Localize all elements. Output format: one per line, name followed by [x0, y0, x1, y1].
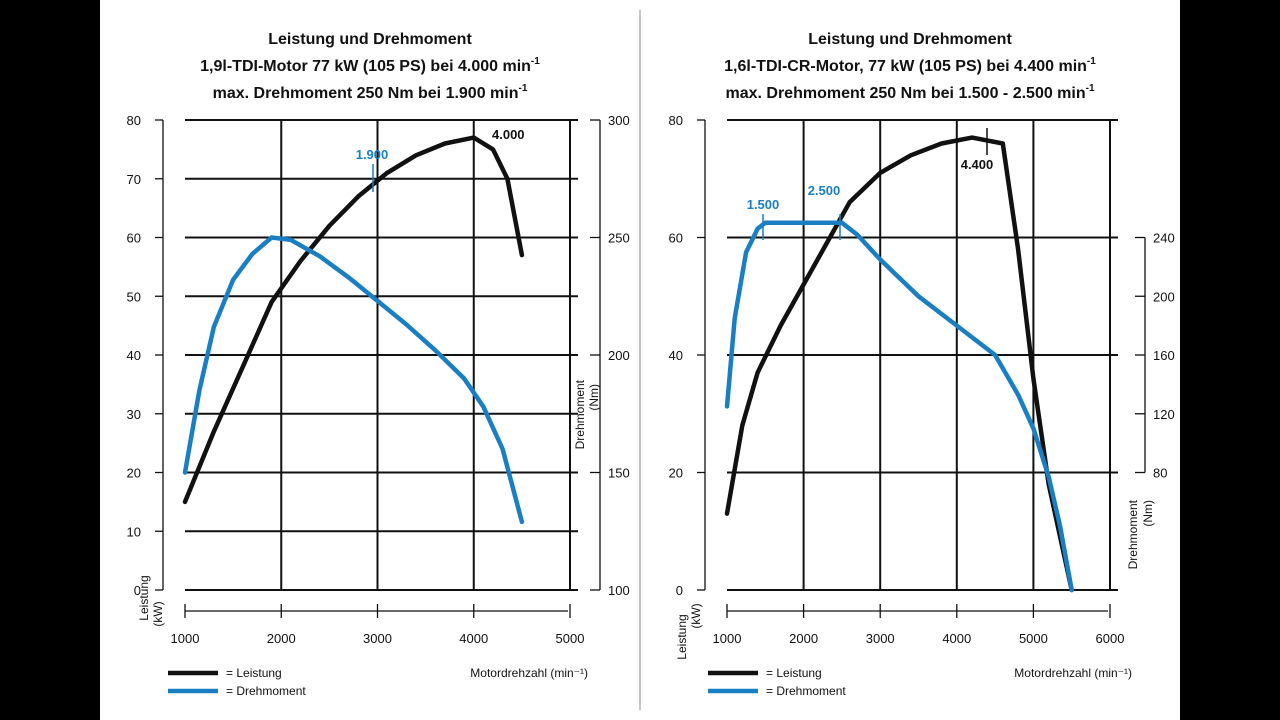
- chart-right-y-left-label-2: (kW): [689, 603, 703, 628]
- chart-right-torque-line: [724, 220, 1074, 593]
- chart-right-y-right-tick-label: 240: [1153, 231, 1175, 246]
- chart-left: Leistung und Drehmoment 1,9l-TDI-Motor 7…: [127, 31, 630, 698]
- chart-left-x-tick-label: 1000: [171, 631, 200, 646]
- chart-left-x-tick-label: 3000: [363, 631, 392, 646]
- chart-left-y-right-tick-label: 150: [608, 466, 630, 481]
- chart-right-y-right-tick-label: 80: [1153, 466, 1167, 481]
- chart-left-grid: [155, 119, 601, 618]
- chart-left-subtitle2: max. Drehmoment 250 Nm bei 1.900 min-1: [213, 83, 528, 102]
- chart-right-annotation-1500: 1.500: [747, 197, 780, 212]
- chart-left-y-left-tick-label: 10: [127, 524, 141, 539]
- chart-right-y-right-label-2: (Nm): [1141, 500, 1155, 527]
- chart-right-title: Leistung und Drehmoment: [808, 31, 1012, 48]
- chart-left-x-label: Motordrehzahl (min⁻¹): [470, 666, 588, 680]
- chart-left-x-tick-labels: 1000 2000 3000 4000 5000: [171, 631, 585, 646]
- chart-left-y-left-tick-label: 80: [127, 113, 141, 128]
- chart-left-y-right-tick-label: 200: [608, 348, 630, 363]
- chart-left-annotation-1900: 1.900: [356, 147, 389, 162]
- chart-right-legend-power-label: = Leistung: [766, 666, 822, 680]
- chart-left-y-left-tick-label: 20: [127, 466, 141, 481]
- chart-right-y-left-label-1: Leistung: [675, 614, 689, 659]
- chart-left-y-left-tick-label: 70: [127, 172, 141, 187]
- chart-left-y-left-tick-label: 50: [127, 289, 141, 304]
- chart-right-y-left-tick-label: 0: [676, 583, 683, 598]
- chart-left-title: Leistung und Drehmoment: [268, 31, 472, 48]
- chart-right-annotation-4400: 4.400: [961, 157, 994, 172]
- chart-left-y-left-tick-label: 0: [134, 583, 141, 598]
- chart-right-y-left-tick-labels: 0 20 40 60 80: [669, 113, 683, 598]
- chart-right-y-left-tick-label: 20: [669, 466, 683, 481]
- chart-left-x-tick-label: 5000: [556, 631, 585, 646]
- chart-left-y-right-label-1: Drehmoment: [573, 379, 587, 449]
- chart-right-y-right-tick-label: 160: [1153, 348, 1175, 363]
- chart-left-annotation-4000: 4.000: [492, 127, 525, 142]
- chart-left-x-tick-label: 2000: [267, 631, 296, 646]
- chart-left-x-tick-label: 4000: [459, 631, 488, 646]
- chart-left-y-left-label-2: (kW): [151, 601, 165, 626]
- chart-right-y-right-tick-label: 120: [1153, 407, 1175, 422]
- chart-right-annotation-2500: 2.500: [808, 183, 841, 198]
- chart-right-x-tick-labels: 1000 2000 3000 4000 5000 6000: [713, 631, 1125, 646]
- chart-left-y-left-tick-label: 30: [127, 407, 141, 422]
- chart-left-subtitle: 1,9l-TDI-Motor 77 kW (105 PS) bei 4.000 …: [200, 56, 540, 75]
- chart-right: Leistung und Drehmoment 1,6l-TDI-CR-Moto…: [669, 31, 1175, 698]
- chart-right-y-left-tick-label: 40: [669, 348, 683, 363]
- chart-left-torque-line: [182, 235, 525, 525]
- chart-right-x-tick-label: 1000: [713, 631, 742, 646]
- chart-figure: Leistung und Drehmoment 1,9l-TDI-Motor 7…: [100, 0, 1180, 720]
- chart-right-power-line: [724, 135, 1074, 593]
- chart-right-x-tick-label: 5000: [1019, 631, 1048, 646]
- chart-right-x-label: Motordrehzahl (min⁻¹): [1014, 666, 1132, 680]
- chart-canvas: Leistung und Drehmoment 1,9l-TDI-Motor 7…: [127, 10, 1175, 710]
- chart-right-y-left-tick-label: 60: [669, 231, 683, 246]
- chart-left-legend-power-label: = Leistung: [226, 666, 282, 680]
- chart-left-y-right-label-2: (Nm): [587, 384, 601, 411]
- chart-right-x-tick-label: 4000: [942, 631, 971, 646]
- chart-right-subtitle: 1,6l-TDI-CR-Motor, 77 kW (105 PS) bei 4.…: [724, 56, 1096, 75]
- chart-right-x-tick-label: 6000: [1096, 631, 1125, 646]
- chart-right-x-tick-label: 3000: [866, 631, 895, 646]
- chart-right-subtitle2: max. Drehmoment 250 Nm bei 1.500 - 2.500…: [725, 83, 1094, 102]
- chart-left-y-right-tick-label: 100: [608, 583, 630, 598]
- chart-right-x-tick-label: 2000: [789, 631, 818, 646]
- chart-left-y-left-tick-label: 60: [127, 231, 141, 246]
- chart-right-legend-torque-label: = Drehmoment: [766, 684, 846, 698]
- chart-left-y-left-label-1: Leistung: [137, 575, 151, 620]
- chart-right-y-right-tick-label: 200: [1153, 289, 1175, 304]
- chart-left-y-left-tick-labels: 0 10 20 30 40 50 60 70 80: [127, 113, 141, 598]
- chart-left-power-line: [182, 135, 525, 505]
- chart-right-grid: [697, 119, 1146, 618]
- chart-left-y-right-tick-label: 300: [608, 113, 630, 128]
- chart-right-y-right-tick-labels: 80 120 160 200 240: [1153, 231, 1175, 481]
- chart-left-y-right-tick-label: 250: [608, 231, 630, 246]
- chart-left-y-right-tick-labels: 100 150 200 250 300: [608, 113, 630, 598]
- chart-right-y-left-tick-label: 80: [669, 113, 683, 128]
- chart-left-legend-torque-label: = Drehmoment: [226, 684, 306, 698]
- chart-right-y-right-label-1: Drehmoment: [1126, 499, 1140, 569]
- chart-left-y-left-tick-label: 40: [127, 348, 141, 363]
